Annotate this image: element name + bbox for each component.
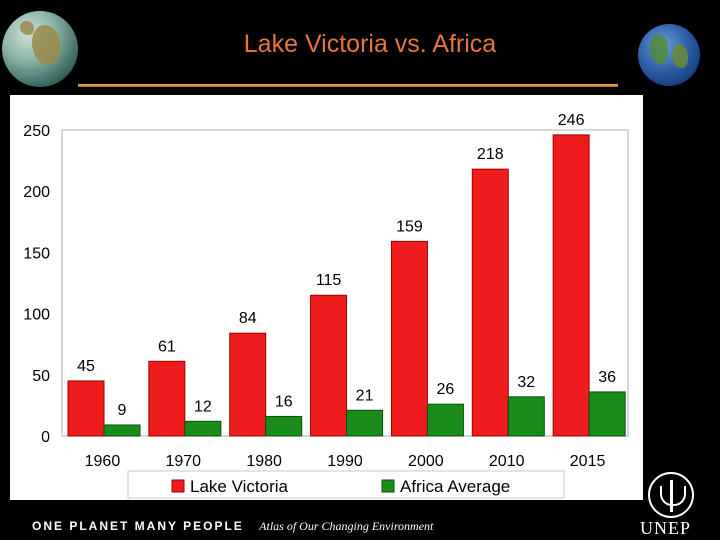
bar-lake-victoria — [67, 380, 105, 437]
data-label: 45 — [77, 358, 95, 375]
bar-lake-victoria — [229, 332, 267, 437]
legend-swatch — [381, 479, 395, 493]
data-label: 26 — [437, 381, 455, 398]
data-label: 21 — [356, 387, 374, 404]
x-tick-label: 2010 — [489, 453, 525, 470]
y-tick-label: 250 — [23, 123, 50, 140]
data-label: 159 — [396, 218, 423, 235]
x-tick-label: 1960 — [85, 453, 121, 470]
legend-label: Lake Victoria — [190, 477, 289, 496]
data-label: 12 — [194, 398, 212, 415]
chart-panel: 0 50 100 150 200 250 45 9 1960 61 12 1970 84 16 1980 11… — [10, 95, 643, 500]
footer-subtitle: Atlas of Our Changing Environment — [259, 519, 434, 533]
data-label: 115 — [316, 272, 342, 289]
bar-africa-average — [426, 403, 464, 437]
bar-lake-victoria — [310, 294, 348, 437]
footer-brand-text: ONE PLANET MANY PEOPLE — [32, 519, 244, 533]
x-tick-label: 2000 — [408, 453, 444, 470]
y-tick-label: 100 — [23, 307, 50, 324]
data-label: 218 — [477, 146, 504, 163]
unep-logo-text: UNEP — [640, 518, 692, 538]
x-tick-label: 1980 — [246, 453, 282, 470]
legend-box — [127, 470, 565, 499]
bar-africa-average — [588, 391, 626, 437]
data-label: 61 — [158, 338, 176, 355]
earth-globe-icon — [638, 24, 700, 86]
bar-africa-average — [103, 424, 141, 437]
bar-africa-average — [265, 415, 303, 437]
footer-brand: ONE PLANET MANY PEOPLE Atlas of Our Chan… — [32, 519, 433, 534]
africa-globe-icon — [2, 11, 78, 87]
x-tick-label: 2015 — [570, 453, 606, 470]
slide-title: Lake Victoria vs. Africa — [243, 30, 497, 58]
bar-africa-average — [184, 420, 222, 437]
y-tick-label: 200 — [23, 184, 50, 201]
bar-chart: 0 50 100 150 200 250 45 9 1960 61 12 1970 84 16 1980 11… — [23, 112, 629, 499]
data-label: 9 — [118, 402, 127, 419]
data-label: 16 — [275, 393, 293, 410]
bar-lake-victoria — [390, 240, 428, 437]
data-label: 84 — [239, 310, 257, 327]
x-tick-label: 1970 — [165, 453, 201, 470]
bar-lake-victoria — [552, 134, 590, 437]
legend-swatch — [171, 479, 185, 493]
bar-africa-average — [346, 409, 384, 437]
legend-label: Africa Average — [400, 477, 510, 496]
y-tick-label: 0 — [41, 429, 50, 446]
bar-africa-average — [507, 396, 545, 437]
data-label: 36 — [598, 369, 616, 386]
data-label: 32 — [517, 374, 535, 391]
unep-emblem-icon — [648, 472, 694, 518]
bar-lake-victoria — [471, 168, 509, 437]
x-tick-label: 1990 — [327, 453, 363, 470]
data-label: 246 — [558, 112, 585, 129]
y-tick-label: 150 — [23, 245, 50, 262]
bar-lake-victoria — [148, 360, 186, 437]
title-divider — [78, 84, 618, 87]
y-tick-label: 50 — [32, 368, 50, 385]
